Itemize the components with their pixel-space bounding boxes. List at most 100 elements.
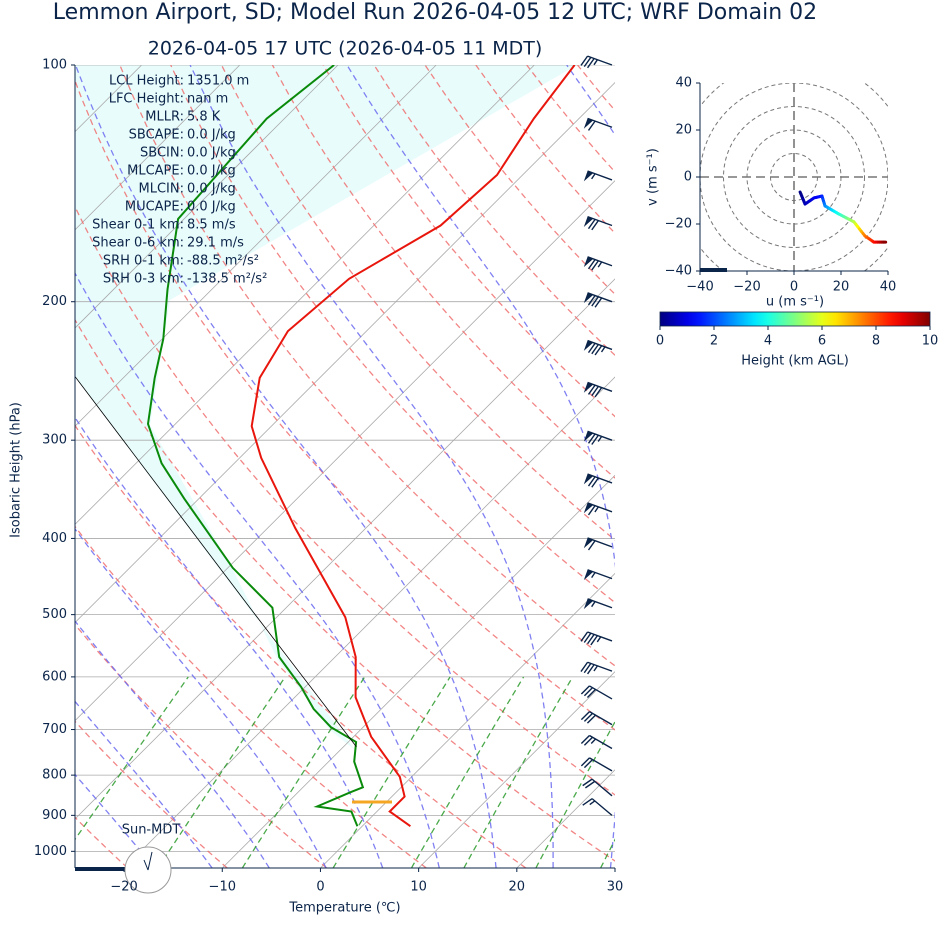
barb-flag xyxy=(583,502,594,514)
barb-feather xyxy=(586,688,597,698)
colorbar-tick-label: 2 xyxy=(710,334,718,349)
barb-half xyxy=(593,665,599,672)
barb-feather xyxy=(587,540,596,551)
barb-half xyxy=(589,800,596,806)
chart-title: Lemmon Airport, SD; Model Run 2026-04-05… xyxy=(53,0,817,25)
barb-feather xyxy=(594,297,603,308)
moist-adiabat xyxy=(189,65,554,868)
barb-feather xyxy=(584,780,596,789)
hodo-x-tick-label: 40 xyxy=(880,280,897,295)
wind-barb xyxy=(580,757,613,772)
y-tick-label: 300 xyxy=(42,433,67,448)
stat-value: 0.0 J/kg xyxy=(187,164,236,179)
wind-barb xyxy=(583,256,613,271)
dry-adiabat xyxy=(75,720,228,868)
dry-adiabat xyxy=(781,65,938,868)
y-tick-label: 600 xyxy=(42,669,67,684)
barb-feather xyxy=(587,384,596,395)
barb-feather xyxy=(583,56,592,68)
moist-adiabat xyxy=(75,271,440,868)
y-tick-label: 800 xyxy=(42,768,67,783)
y-tick-label: 1000 xyxy=(34,844,67,859)
y-tick-label: 500 xyxy=(42,607,67,622)
mixing-ratio-line xyxy=(600,838,615,868)
barb-staff xyxy=(587,381,613,392)
colorbar-label: Height (km AGL) xyxy=(741,354,849,369)
barb-flag xyxy=(583,382,594,393)
barb-feather xyxy=(586,58,595,69)
dry-adiabat xyxy=(75,525,427,868)
wind-barb xyxy=(583,430,613,445)
wind-barb xyxy=(583,381,613,398)
barb-flag xyxy=(583,292,594,304)
stat-label: SRH 0-1 km: xyxy=(103,254,184,269)
barb-staff xyxy=(589,685,613,700)
barb-feather xyxy=(583,687,594,697)
hodograph-plot xyxy=(700,83,888,271)
mixing-ratio-line xyxy=(75,676,189,841)
colorbar-tick-label: 6 xyxy=(818,334,826,349)
hodo-x-tick-label: 20 xyxy=(833,280,850,295)
clock-hands xyxy=(143,851,153,871)
x-tick-label: 10 xyxy=(410,880,427,895)
barb-feather xyxy=(586,664,595,675)
hodo-ring xyxy=(723,106,865,248)
barb-flag xyxy=(583,118,594,129)
mixing-ratio-line xyxy=(535,720,615,868)
stat-label: LFC Height: xyxy=(109,92,184,107)
stat-label: SRH 0-3 km: xyxy=(103,272,184,287)
y-tick-label: 700 xyxy=(42,722,67,737)
barb-feather xyxy=(587,295,596,306)
barb-flag xyxy=(583,216,594,227)
barb-staff xyxy=(591,798,613,816)
barb-half xyxy=(590,738,597,744)
y-tick-label: 200 xyxy=(42,294,67,309)
wind-barb xyxy=(583,537,613,551)
barb-feather xyxy=(590,635,599,646)
wind-barb xyxy=(580,734,613,750)
x-tick-label: 0 xyxy=(316,880,324,895)
moist-adiabat xyxy=(75,773,156,868)
isotherm xyxy=(713,65,938,868)
dry-adiabat xyxy=(526,65,615,173)
isotherm xyxy=(418,671,615,868)
mixing-ratio-line xyxy=(332,676,451,868)
isotherm xyxy=(75,65,437,427)
mixing-ratio-line xyxy=(648,677,745,868)
dry-adiabat xyxy=(424,65,615,296)
colorbar xyxy=(659,311,931,327)
barb-feather xyxy=(587,476,596,487)
wind-barb xyxy=(582,778,613,797)
colorbar-tick-label: 0 xyxy=(656,334,664,349)
barb-feather xyxy=(580,631,589,642)
barb-feather xyxy=(591,260,599,271)
dry-adiabat xyxy=(119,65,615,667)
barb-feather xyxy=(583,712,594,722)
stat-value: 0.0 J/kg xyxy=(187,182,236,197)
dry-adiabat xyxy=(628,65,938,868)
barb-feather xyxy=(580,757,590,767)
barb-feather xyxy=(587,120,596,131)
barb-feather xyxy=(580,55,589,66)
chart-subtitle: 2026-04-05 17 UTC (2026-04-05 11 MDT) xyxy=(148,38,543,60)
hodo-x-tick-label: −20 xyxy=(733,280,760,295)
profile-line xyxy=(250,65,576,828)
barb-half xyxy=(591,572,596,579)
wind-barb xyxy=(583,170,613,182)
barb-half xyxy=(597,436,603,442)
barb-staff xyxy=(587,661,613,672)
dry-adiabat xyxy=(322,65,615,418)
barb-half xyxy=(591,173,596,180)
dry-adiabat xyxy=(170,65,615,604)
barb-feather xyxy=(591,296,599,307)
barb-feather xyxy=(587,342,596,353)
moist-adiabat xyxy=(75,700,213,868)
profile-line xyxy=(75,375,357,747)
barb-feather xyxy=(594,387,603,398)
barb-flag xyxy=(583,474,594,485)
isotherm xyxy=(221,474,615,868)
barb-staff xyxy=(587,170,613,181)
x-axis-label: Temperature (℃) xyxy=(288,901,400,916)
barb-half xyxy=(593,59,599,66)
